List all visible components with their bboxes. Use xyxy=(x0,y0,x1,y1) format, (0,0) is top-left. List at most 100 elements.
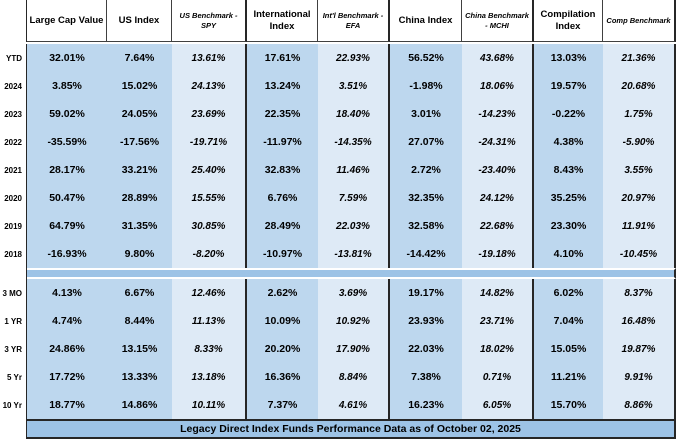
perf-cell: 17.90% xyxy=(318,335,390,363)
perf-cell: 15.70% xyxy=(534,391,603,419)
perf-cell: 10.11% xyxy=(172,391,247,419)
perf-cell: 18.40% xyxy=(318,100,390,128)
perf-cell: 15.05% xyxy=(534,335,603,363)
perf-cell: 15.55% xyxy=(172,184,247,212)
perf-cell: 35.25% xyxy=(534,184,603,212)
row-label: 2019 xyxy=(0,212,27,240)
perf-cell: 3.85% xyxy=(27,72,107,100)
perf-cell: 3.01% xyxy=(390,100,462,128)
perf-cell: 4.61% xyxy=(318,391,390,419)
perf-cell: -14.42% xyxy=(390,240,462,268)
perf-cell: 13.15% xyxy=(107,335,172,363)
table-row: 2020 50.47% 28.89% 15.55% 6.76% 7.59% 32.35% 24… xyxy=(0,184,676,212)
table-body: YTD 32.01% 7.64% 13.61% 17.61% 22.93% 56.52% 43… xyxy=(0,42,676,419)
perf-cell: -19.71% xyxy=(172,128,247,156)
table-row: 2021 28.17% 33.21% 25.40% 32.83% 11.46% 2.72% -… xyxy=(0,156,676,184)
perf-cell: 18.06% xyxy=(462,72,534,100)
perf-cell: 28.89% xyxy=(107,184,172,212)
perf-cell: 17.61% xyxy=(247,44,318,72)
perf-cell: 43.68% xyxy=(462,44,534,72)
perf-cell: 3.69% xyxy=(318,279,390,307)
perf-cell: 9.80% xyxy=(107,240,172,268)
row-label: 2020 xyxy=(0,184,27,212)
table-row: 3 MO 4.13% 6.67% 12.46% 2.62% 3.69% 19.17% 14.8… xyxy=(0,279,676,307)
perf-cell: 12.46% xyxy=(172,279,247,307)
perf-cell: 8.43% xyxy=(534,156,603,184)
column-header-china-benchmark-mchi: China Benchmark - MCHI xyxy=(462,0,534,42)
table-row: 10 Yr 18.77% 14.86% 10.11% 7.37% 4.61% 16.23% 6… xyxy=(0,391,676,419)
perf-cell: 1.75% xyxy=(603,100,676,128)
perf-cell: 13.33% xyxy=(107,363,172,391)
separator-band xyxy=(27,268,676,279)
row-label: 2021 xyxy=(0,156,27,184)
perf-cell: 15.02% xyxy=(107,72,172,100)
perf-cell: 32.83% xyxy=(247,156,318,184)
perf-cell: 18.77% xyxy=(27,391,107,419)
perf-cell: 16.36% xyxy=(247,363,318,391)
perf-cell: -35.59% xyxy=(27,128,107,156)
perf-cell: -0.22% xyxy=(534,100,603,128)
perf-cell: 22.68% xyxy=(462,212,534,240)
table-row: 2024 3.85% 15.02% 24.13% 13.24% 3.51% -1.98% 18… xyxy=(0,72,676,100)
perf-cell: 14.86% xyxy=(107,391,172,419)
perf-cell: -17.56% xyxy=(107,128,172,156)
perf-cell: 11.21% xyxy=(534,363,603,391)
perf-cell: -11.97% xyxy=(247,128,318,156)
column-header-intl-benchmark-efa: Int'l Benchmark - EFA xyxy=(318,0,390,42)
perf-cell: 8.86% xyxy=(603,391,676,419)
perf-cell: -24.31% xyxy=(462,128,534,156)
table-row: 2019 64.79% 31.35% 30.85% 28.49% 22.03% 32.58%… xyxy=(0,212,676,240)
table-header-row: Large Cap Value US Index US Benchmark - … xyxy=(0,0,676,42)
perf-cell: 21.36% xyxy=(603,44,676,72)
row-label: 5 Yr xyxy=(0,363,27,391)
perf-cell: -5.90% xyxy=(603,128,676,156)
perf-cell: 13.61% xyxy=(172,44,247,72)
perf-cell: 7.04% xyxy=(534,307,603,335)
column-header-large-cap-value: Large Cap Value xyxy=(27,0,107,42)
perf-cell: 4.38% xyxy=(534,128,603,156)
perf-cell: -19.18% xyxy=(462,240,534,268)
perf-cell: 20.20% xyxy=(247,335,318,363)
row-label: 3 YR xyxy=(0,335,27,363)
perf-cell: 10.09% xyxy=(247,307,318,335)
column-header-compilation-index: Compilation Index xyxy=(534,0,603,42)
table-footer-row: Legacy Direct Index Funds Performance Da… xyxy=(0,419,676,439)
row-label: 2022 xyxy=(0,128,27,156)
perf-cell: 11.46% xyxy=(318,156,390,184)
perf-cell: 23.71% xyxy=(462,307,534,335)
perf-cell: 7.59% xyxy=(318,184,390,212)
perf-cell: 3.55% xyxy=(603,156,676,184)
perf-cell: 6.67% xyxy=(107,279,172,307)
separator-gutter xyxy=(0,268,27,279)
perf-cell: 33.21% xyxy=(107,156,172,184)
perf-cell: 16.23% xyxy=(390,391,462,419)
table-row: 5 Yr 17.72% 13.33% 13.18% 16.36% 8.84% 7.38% 0.… xyxy=(0,363,676,391)
perf-cell: 16.48% xyxy=(603,307,676,335)
perf-cell: 24.12% xyxy=(462,184,534,212)
perf-cell: 6.05% xyxy=(462,391,534,419)
column-header-us-benchmark-spy: US Benchmark - SPY xyxy=(172,0,247,42)
perf-cell: 4.74% xyxy=(27,307,107,335)
perf-cell: 22.03% xyxy=(318,212,390,240)
table-footer: Legacy Direct Index Funds Performance Da… xyxy=(27,419,676,439)
perf-cell: 14.82% xyxy=(462,279,534,307)
row-label: 2024 xyxy=(0,72,27,100)
row-label: YTD xyxy=(0,44,27,72)
perf-cell: -16.93% xyxy=(27,240,107,268)
perf-cell: 56.52% xyxy=(390,44,462,72)
perf-cell: 8.44% xyxy=(107,307,172,335)
table-row: 2022 -35.59% -17.56% -19.71% -11.97% -14.35% 2… xyxy=(0,128,676,156)
perf-cell: 32.01% xyxy=(27,44,107,72)
column-header-comp-benchmark: Comp Benchmark xyxy=(603,0,676,42)
column-header-us-index: US Index xyxy=(107,0,172,42)
perf-cell: 8.84% xyxy=(318,363,390,391)
perf-cell: 27.07% xyxy=(390,128,462,156)
perf-cell: 64.79% xyxy=(27,212,107,240)
row-label: 3 MO xyxy=(0,279,27,307)
perf-cell: 7.37% xyxy=(247,391,318,419)
perf-cell: 23.30% xyxy=(534,212,603,240)
table-row: 3 YR 24.86% 13.15% 8.33% 20.20% 17.90% 22.03% 1… xyxy=(0,335,676,363)
perf-cell: 4.10% xyxy=(534,240,603,268)
perf-cell: -23.40% xyxy=(462,156,534,184)
